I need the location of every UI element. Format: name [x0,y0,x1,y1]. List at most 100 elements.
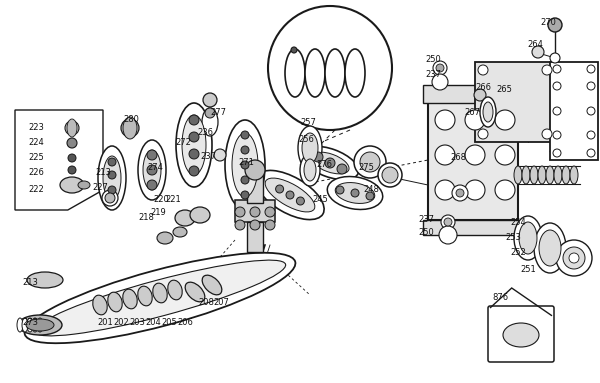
Ellipse shape [503,323,539,347]
Circle shape [268,6,392,130]
Text: 273: 273 [22,318,38,327]
Text: 248: 248 [363,185,379,194]
Ellipse shape [335,183,375,203]
Circle shape [67,138,77,148]
Ellipse shape [138,286,152,306]
Circle shape [68,154,76,162]
Text: 274: 274 [147,163,163,172]
Ellipse shape [256,170,324,219]
Text: 252: 252 [510,248,526,257]
Ellipse shape [546,166,554,184]
Circle shape [214,149,226,161]
Ellipse shape [138,140,166,200]
Ellipse shape [93,295,107,315]
Circle shape [241,131,249,139]
Ellipse shape [570,166,578,184]
Circle shape [474,89,486,101]
Text: 266: 266 [475,83,491,92]
Text: 206: 206 [177,318,193,327]
Circle shape [550,53,560,63]
Text: 276: 276 [316,160,332,169]
Circle shape [548,18,562,32]
Ellipse shape [538,166,546,184]
Bar [235,200,275,222]
Ellipse shape [153,283,167,303]
Circle shape [102,190,118,206]
Text: 264: 264 [527,40,543,49]
Ellipse shape [18,315,62,335]
Circle shape [444,218,452,226]
Circle shape [441,215,455,229]
Polygon shape [15,110,103,210]
Ellipse shape [202,275,222,295]
Text: 221: 221 [165,195,181,204]
Ellipse shape [32,318,38,332]
Text: 226: 226 [28,168,44,177]
Ellipse shape [27,272,63,288]
Circle shape [108,158,116,166]
Text: 251: 251 [520,265,536,274]
Ellipse shape [175,210,195,226]
Circle shape [436,64,444,72]
Ellipse shape [190,207,210,223]
Text: 213: 213 [22,278,38,287]
Bar [550,62,598,160]
Circle shape [553,149,561,157]
Circle shape [435,110,455,130]
Circle shape [291,47,297,53]
Ellipse shape [26,319,54,331]
Text: 256: 256 [298,135,314,144]
Text: 253: 253 [505,233,521,242]
Ellipse shape [298,126,322,170]
Circle shape [587,131,595,139]
Circle shape [245,160,265,180]
Circle shape [532,46,544,58]
Circle shape [189,115,199,125]
Ellipse shape [360,152,380,172]
Circle shape [478,65,488,75]
Ellipse shape [17,318,23,332]
Circle shape [495,110,515,130]
Bar [475,62,555,142]
Circle shape [432,74,448,90]
Circle shape [147,180,157,190]
Text: 277: 277 [210,108,226,117]
Text: 280: 280 [123,115,139,124]
Ellipse shape [522,166,530,184]
Circle shape [250,207,260,217]
Ellipse shape [182,115,206,175]
Ellipse shape [480,97,496,127]
Circle shape [250,220,260,230]
Text: 237: 237 [418,215,434,224]
Circle shape [108,186,116,194]
Circle shape [265,207,275,217]
Text: 268: 268 [450,153,466,162]
Circle shape [241,191,249,199]
Ellipse shape [345,49,365,97]
Ellipse shape [103,156,121,200]
Ellipse shape [78,181,90,189]
Circle shape [587,65,595,73]
Circle shape [336,186,344,194]
Circle shape [452,185,468,201]
Ellipse shape [22,318,28,332]
Text: 218: 218 [138,213,154,222]
Ellipse shape [176,103,212,187]
Ellipse shape [98,146,126,210]
Ellipse shape [562,166,570,184]
Ellipse shape [325,49,345,97]
Circle shape [465,145,485,165]
Text: 208: 208 [198,298,214,307]
Ellipse shape [225,120,265,210]
Circle shape [433,61,447,75]
Circle shape [587,82,595,90]
Bar [247,222,263,252]
Circle shape [265,220,275,230]
Ellipse shape [265,178,315,212]
Circle shape [478,129,488,139]
Circle shape [553,107,561,115]
Circle shape [241,161,249,169]
Circle shape [189,149,199,159]
Bar [423,85,523,103]
Ellipse shape [108,292,122,312]
